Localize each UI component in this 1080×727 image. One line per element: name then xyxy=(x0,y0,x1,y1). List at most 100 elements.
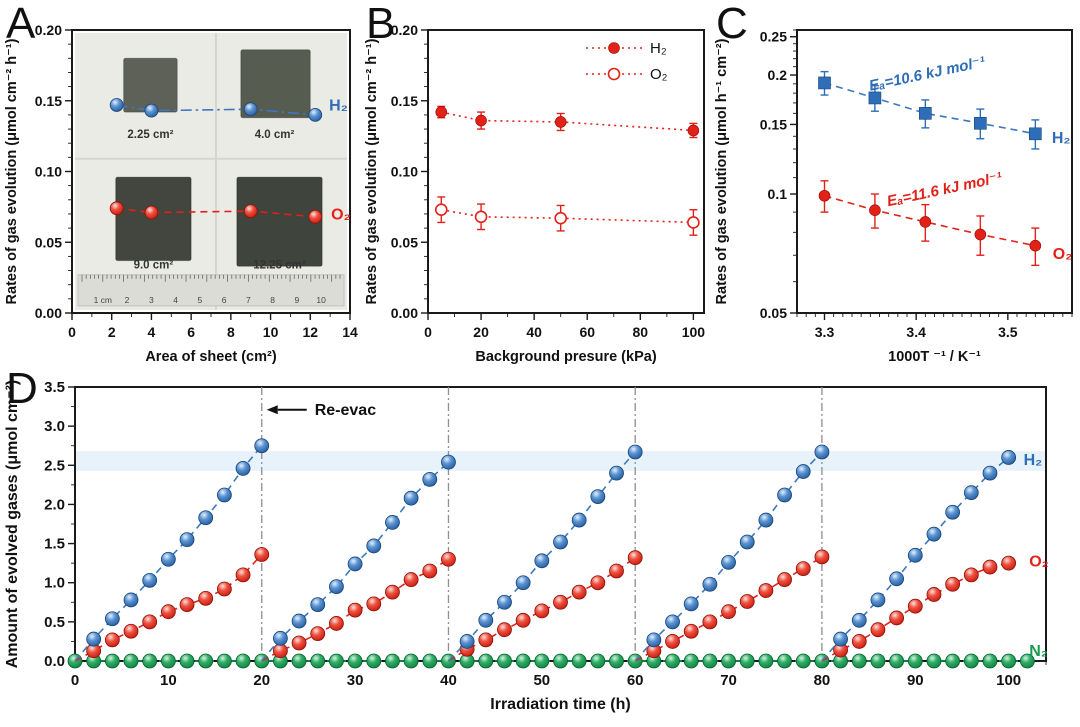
h2-level-band xyxy=(75,451,1046,471)
svg-text:2: 2 xyxy=(108,324,116,340)
svg-text:0.10: 0.10 xyxy=(35,164,62,180)
svg-text:0.00: 0.00 xyxy=(391,305,418,321)
svg-text:0.00: 0.00 xyxy=(35,305,62,321)
panel-b-chart: 0 20 40 60 80 100 0.00 0.05 0.10 0.15 0.20 H₂ O₂ Back… xyxy=(364,22,706,365)
tick-labels: 0 10 20 30 40 50 60 70 80 90 100 0.0 0.5 1.0 1.5 2.0 2.5… xyxy=(44,379,1021,689)
svg-text:12: 12 xyxy=(302,324,318,340)
re-evac-label: Re-evac xyxy=(315,402,376,419)
svg-text:20: 20 xyxy=(253,672,270,689)
panel-a: A 2.25 cm² 4.0 cm² 9.0 cm² 12.25 cm² 1 cm 2 3 4… xyxy=(0,0,360,365)
tick-marks xyxy=(421,29,695,320)
ruler-number: 9 xyxy=(295,295,300,305)
svg-text:1.5: 1.5 xyxy=(44,536,65,553)
svg-text:100: 100 xyxy=(682,324,706,340)
svg-text:2.5: 2.5 xyxy=(44,457,65,474)
tick-labels: 0 20 40 60 80 100 0.00 0.05 0.10 0.15 0.20 xyxy=(391,22,706,340)
legend-label: O₂ xyxy=(650,66,668,83)
svg-text:40: 40 xyxy=(440,672,457,689)
panel-b-letter: B xyxy=(366,0,396,48)
svg-text:70: 70 xyxy=(720,672,737,689)
x-axis-title: Background presure (kPa) xyxy=(475,349,656,365)
activation-energy-annotation: Eₐ=10.6 kJ mol⁻¹ xyxy=(868,53,987,94)
svg-text:80: 80 xyxy=(814,672,831,689)
series-label-N2: N₂ xyxy=(1029,643,1048,660)
ruler-number: 8 xyxy=(270,295,275,305)
series-H2 xyxy=(818,70,1042,150)
ruler-number: 6 xyxy=(222,295,227,305)
tick-marks xyxy=(68,386,1047,668)
svg-text:100: 100 xyxy=(996,672,1021,689)
svg-text:0.20: 0.20 xyxy=(391,22,418,38)
tick-marks xyxy=(790,29,1073,320)
series-label-O2: O₂ xyxy=(1053,246,1073,263)
svg-text:0: 0 xyxy=(71,672,79,689)
series-H2 xyxy=(435,105,700,139)
legend: H₂ O₂ xyxy=(586,40,668,83)
panel-c-letter: C xyxy=(716,0,748,48)
sample-area-label: 2.25 cm² xyxy=(127,129,173,141)
svg-text:0.2: 0.2 xyxy=(768,67,788,83)
svg-text:0: 0 xyxy=(424,324,432,340)
tick-labels: 0 2 4 6 8 10 12 14 0.00 0.05 0.10 0.15 0.20 xyxy=(35,22,358,340)
sample-area-label: 4.0 cm² xyxy=(255,129,295,141)
ruler xyxy=(77,274,345,307)
legend-label: H₂ xyxy=(650,40,667,57)
svg-text:0.15: 0.15 xyxy=(760,116,787,132)
sample-sheet xyxy=(240,49,311,119)
sample-sheet xyxy=(236,176,323,267)
ruler-number: 5 xyxy=(197,295,202,305)
svg-text:14: 14 xyxy=(342,324,358,340)
y-axis-title: Rates of gas evolution (μmol cm⁻² h⁻¹) xyxy=(4,38,20,304)
x-axis-title: 1000T ⁻¹ / K⁻¹ xyxy=(888,349,981,365)
x-axis-title: Irradiation time (h) xyxy=(490,696,630,713)
panel-a-chart: 2.25 cm² 4.0 cm² 9.0 cm² 12.25 cm² 1 cm 2 3 4 5 6… xyxy=(4,22,358,365)
panel-a-letter: A xyxy=(6,0,36,48)
ruler-number: 3 xyxy=(149,295,154,305)
svg-text:40: 40 xyxy=(526,324,542,340)
svg-text:0.05: 0.05 xyxy=(760,305,787,321)
sample-area-label: 9.0 cm² xyxy=(134,259,174,271)
svg-text:6: 6 xyxy=(187,324,195,340)
svg-text:3.5: 3.5 xyxy=(44,379,65,396)
svg-text:0.05: 0.05 xyxy=(35,234,62,250)
activation-energy-annotation: Eₐ=11.6 kJ mol⁻¹ xyxy=(885,169,1003,210)
panel-d-letter: D xyxy=(6,364,38,413)
sample-area-label: 12.25 cm² xyxy=(253,259,306,271)
panel-c: C 3.3 3.4 3.5 0.05 0.1 0.15 0.2 0.25 H₂ O₂ Eₐ=10.6… xyxy=(710,0,1080,365)
svg-text:0.25: 0.25 xyxy=(760,29,787,45)
series-label-H2: H₂ xyxy=(1024,452,1043,469)
svg-text:4: 4 xyxy=(148,324,156,340)
y-axis-title: Rates of gas evolution (μmol cm⁻² h⁻¹) xyxy=(364,38,380,304)
tick-labels: 3.3 3.4 3.5 0.05 0.1 0.15 0.2 0.25 xyxy=(760,29,1018,340)
svg-text:20: 20 xyxy=(473,324,489,340)
series-label-H2: H₂ xyxy=(329,98,348,115)
ruler-number: 7 xyxy=(246,295,251,305)
series-label-O2: O₂ xyxy=(331,207,351,224)
series-H2 xyxy=(74,438,1017,662)
series-label-O2: O₂ xyxy=(1029,554,1049,571)
ruler-number: 2 xyxy=(125,295,130,305)
svg-text:0.1: 0.1 xyxy=(768,186,788,202)
svg-text:0.5: 0.5 xyxy=(44,614,65,631)
svg-text:50: 50 xyxy=(533,672,550,689)
ruler-number: 1 cm xyxy=(94,295,112,305)
re-evac-annotation: Re-evac xyxy=(266,402,376,419)
svg-text:60: 60 xyxy=(627,672,644,689)
x-axis-title: Area of sheet (cm²) xyxy=(145,349,277,365)
ruler-number: 10 xyxy=(316,295,326,305)
svg-text:0.05: 0.05 xyxy=(391,234,418,250)
svg-text:2.0: 2.0 xyxy=(44,496,65,513)
svg-text:0.10: 0.10 xyxy=(391,164,418,180)
panel-d-chart: 0 10 20 30 40 50 60 70 80 90 100 0.0 0.5 1.0 1.5 2.0 2.5… xyxy=(4,379,1049,713)
panel-b: B 0 20 40 60 80 100 0.00 0.05 0.10 0.15 0.20 H₂ O₂ Ba… xyxy=(360,0,710,365)
series-H2 xyxy=(109,98,323,122)
svg-text:90: 90 xyxy=(907,672,924,689)
tick-marks xyxy=(65,29,351,320)
series-O2 xyxy=(109,201,323,224)
svg-text:3.3: 3.3 xyxy=(815,324,835,340)
svg-text:10: 10 xyxy=(263,324,279,340)
svg-text:60: 60 xyxy=(579,324,595,340)
y-axis-title: Rates of gas evolution (μmol h⁻¹ cm⁻²) xyxy=(714,38,730,304)
panel-d: D 0 10 20 30 40 50 60 70 80 90 100 0.0 0.5 1.0 1.5 2.0 2… xyxy=(0,364,1080,727)
